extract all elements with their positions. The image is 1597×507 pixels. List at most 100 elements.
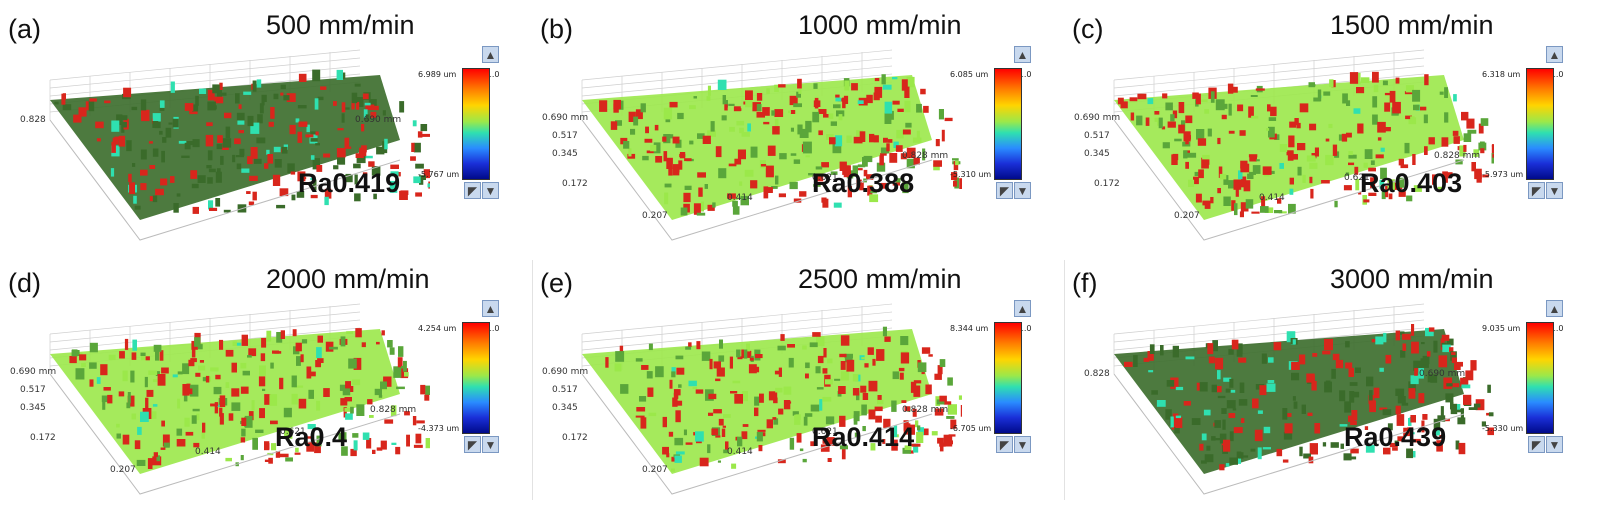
color-max-label: 8.344 um (950, 324, 989, 333)
color-scale: ▲ 9.035 um x1.0 -5.330 um ◤ ▼ (1482, 300, 1597, 460)
roughness-value: Ra0.388 (812, 168, 915, 198)
color-min-label: -5.330 um (1482, 424, 1524, 433)
surface-peaks (1116, 71, 1494, 218)
scale-up-arrow-icon[interactable]: ▲ (482, 300, 499, 317)
color-min-label: -5.767 um (418, 170, 460, 179)
surface-plot-3d: 0.828 0.690 mm (20, 49, 430, 241)
surface-peaks (54, 69, 430, 214)
panel-f: (f) 3000 mm/min 0.828 0.690 mm Ra0.439 ▲ 9.035… (1064, 254, 1596, 507)
axis-tick-label: 0.517 (20, 385, 46, 395)
color-min-label: -4.373 um (418, 424, 460, 433)
panel-label: (a) (8, 14, 41, 44)
panel-label: (d) (8, 268, 41, 298)
color-scale: ▲ 8.344 um x1.0 -6.705 um ◤ ▼ (950, 300, 1070, 460)
color-min-label: -6.705 um (950, 424, 992, 433)
axis-tick-label: 0.345 (20, 403, 46, 413)
axis-tick-label: 0.690 mm (10, 367, 56, 377)
axis-tick-label: 0.207 (642, 465, 668, 475)
feed-speed-title: 1500 mm/min (1330, 10, 1494, 40)
scale-reset-icon[interactable]: ◤ (1528, 182, 1545, 199)
feed-speed-title: 2500 mm/min (798, 264, 962, 294)
surface-plot-3d: 0.828 0.690 mm (1084, 303, 1494, 495)
panel-label: (f) (1072, 268, 1098, 298)
axes-frame (581, 119, 933, 241)
surface-peaks (69, 328, 430, 469)
axis-tick-label: 0.621 (280, 427, 306, 437)
scale-up-arrow-icon[interactable]: ▲ (1014, 46, 1031, 63)
scale-reset-icon[interactable]: ◤ (996, 182, 1013, 199)
surface-plot-3d: 0.690 mm 0.517 0.345 0.172 0.207 0.414 0.621 0.… (542, 49, 962, 241)
scale-down-arrow-icon[interactable]: ▼ (482, 182, 499, 199)
panel-e: (e) 2500 mm/min 0.690 mm 0.517 0.345 0.172 0.2… (532, 254, 1064, 507)
panel-label: (c) (1072, 14, 1104, 44)
axis-tick-label: 0.172 (1094, 179, 1120, 189)
axes-frame (49, 373, 401, 495)
axes-frame (1113, 119, 1465, 241)
color-max-label: 6.318 um (1482, 70, 1521, 79)
axis-tick-label: 0.828 mm (370, 405, 416, 415)
panel-label: (b) (540, 14, 573, 44)
feed-speed-title: 1000 mm/min (798, 10, 962, 40)
surface-base (1114, 329, 1464, 474)
color-gradient-bar (462, 68, 490, 180)
scale-up-arrow-icon[interactable]: ▲ (1546, 300, 1563, 317)
roughness-value: Ra0.419 (298, 168, 401, 198)
axis-tick-label: 0.690 mm (1074, 113, 1120, 123)
axis-tick-label: 0.414 (1259, 193, 1285, 203)
axis-tick-label: 0.345 (552, 149, 578, 159)
axis-tick-label: 0.621 (812, 427, 838, 437)
scale-reset-icon[interactable]: ◤ (464, 436, 481, 453)
scale-factor-label: x1.0 (1546, 70, 1564, 79)
scale-up-arrow-icon[interactable]: ▲ (1546, 46, 1563, 63)
roughness-value: Ra0.414 (812, 422, 915, 452)
scale-down-arrow-icon[interactable]: ▼ (1546, 182, 1563, 199)
color-scale: ▲ 4.254 um x1.0 -4.373 um ◤ ▼ (418, 300, 538, 460)
color-gradient-bar (1526, 322, 1554, 434)
roughness-value: Ra0.439 (1344, 422, 1447, 452)
column-divider (1064, 260, 1065, 500)
surface-plot-3d: 0.690 mm 0.517 0.345 0.172 0.207 0.414 0.621 0.… (542, 303, 962, 495)
color-min-label: -5.973 um (1482, 170, 1524, 179)
scale-down-arrow-icon[interactable]: ▼ (1546, 436, 1563, 453)
axis-tick-label: 0.828 (20, 115, 46, 125)
color-max-label: 6.989 um (418, 70, 457, 79)
axis-tick-label: 0.172 (30, 433, 56, 443)
scale-down-arrow-icon[interactable]: ▼ (1014, 436, 1031, 453)
scale-reset-icon[interactable]: ◤ (996, 436, 1013, 453)
panel-a: (a) 500 mm/min 0.828 0.690 mm Ra0.419 ▲ 6.989 … (0, 0, 532, 253)
surface-peaks (1124, 324, 1494, 471)
axis-tick-label: 0.517 (552, 131, 578, 141)
axis-tick-label: 0.207 (642, 211, 668, 221)
color-scale: ▲ 6.318 um x1.0 -5.973 um ◤ ▼ (1482, 46, 1597, 206)
scale-down-arrow-icon[interactable]: ▼ (482, 436, 499, 453)
color-gradient-bar (462, 322, 490, 434)
axis-tick-label: 0.414 (195, 447, 221, 457)
axis-tick-label: 0.207 (1174, 211, 1200, 221)
axis-tick-label: 0.517 (552, 385, 578, 395)
axes-frame (49, 119, 401, 241)
axes-frame (581, 373, 933, 495)
scale-reset-icon[interactable]: ◤ (464, 182, 481, 199)
axis-tick-label: 0.690 mm (355, 115, 401, 125)
color-scale: ▲ 6.989 um x1.0 -5.767 um ◤ ▼ (418, 46, 538, 206)
color-scale: ▲ 6.085 um x1.0 -5.310 um ◤ ▼ (950, 46, 1070, 206)
color-gradient-bar (994, 322, 1022, 434)
axis-tick-label: 0.621 (1344, 173, 1370, 183)
panel-label: (e) (540, 268, 573, 298)
scale-down-arrow-icon[interactable]: ▼ (1014, 182, 1031, 199)
color-max-label: 4.254 um (418, 324, 457, 333)
color-max-label: 9.035 um (1482, 324, 1521, 333)
axis-tick-label: 0.414 (727, 193, 753, 203)
surface-plot-3d: 0.690 mm 0.517 0.345 0.172 0.207 0.414 0.621 0.… (10, 303, 430, 495)
color-gradient-bar (1526, 68, 1554, 180)
axis-tick-label: 0.172 (562, 433, 588, 443)
scale-factor-label: x1.0 (482, 70, 500, 79)
axis-tick-label: 0.828 (1084, 369, 1110, 379)
axis-tick-label: 0.172 (562, 179, 588, 189)
panel-d: (d) 2000 mm/min 0.690 mm 0.517 0.345 0.172 0.2… (0, 254, 532, 507)
scale-reset-icon[interactable]: ◤ (1528, 436, 1545, 453)
scale-up-arrow-icon[interactable]: ▲ (482, 46, 499, 63)
scale-up-arrow-icon[interactable]: ▲ (1014, 300, 1031, 317)
surface-base (1114, 75, 1464, 220)
axis-tick-label: 0.690 mm (1419, 369, 1465, 379)
